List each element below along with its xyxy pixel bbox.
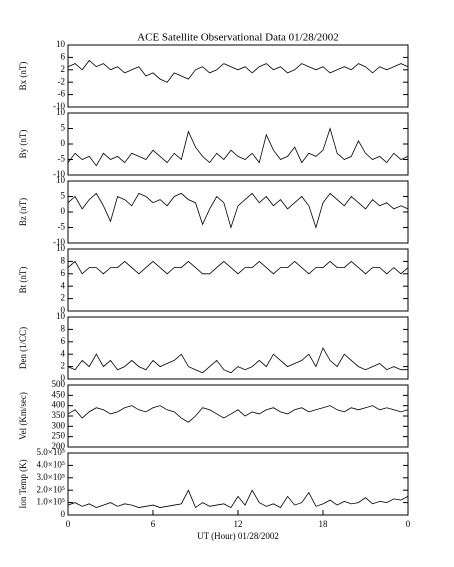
y-tick-label: 350 [52, 410, 66, 420]
y-tick-label: 0 [61, 509, 66, 519]
y-tick-label: 10 [56, 243, 66, 253]
y-tick-label: 6 [61, 268, 66, 278]
y-tick-label: -2 [58, 76, 66, 86]
y-tick-label: 10 [56, 107, 66, 117]
x-tick-label: 0 [66, 519, 71, 529]
y-tick-label: 2.0×10⁵ [37, 484, 65, 494]
y-tick-label: 450 [52, 389, 66, 399]
panel-frame [67, 384, 409, 448]
data-line [67, 59, 409, 83]
y-tick-label: 10 [56, 175, 66, 185]
data-line [67, 347, 408, 374]
y-axis-label: Bx (nT) [18, 62, 28, 91]
y-tick-label: -10 [53, 237, 65, 247]
y-tick-label: 4 [61, 280, 66, 290]
data-line [67, 489, 409, 509]
y-tick-label: 6 [61, 51, 66, 61]
y-tick-label: 5.0×10⁵ [37, 447, 65, 457]
y-axis-label: By (nT) [18, 130, 28, 159]
y-tick-label: 0 [61, 138, 66, 148]
y-tick-label: 5 [61, 123, 66, 133]
data-line [67, 192, 409, 229]
y-tick-label: 5 [61, 191, 66, 201]
y-tick-label: 8 [61, 323, 66, 333]
y-tick-label: -10 [53, 101, 65, 111]
y-tick-label: 10 [56, 39, 66, 49]
data-line [67, 127, 409, 167]
panel-frame [67, 316, 409, 380]
y-tick-label: 400 [52, 400, 66, 410]
panel-frame [67, 248, 409, 312]
y-axis-label: Bt (nT) [18, 267, 28, 294]
y-axis-label: Bz (nT) [18, 198, 28, 226]
y-tick-label: 2 [61, 293, 66, 303]
y-tick-label: 300 [52, 420, 66, 430]
y-axis-label: Den (1/CC) [18, 327, 28, 369]
y-tick-label: 4.0×10⁵ [37, 459, 65, 469]
panel-frame [67, 180, 409, 244]
y-tick-label: -10 [53, 169, 65, 179]
y-tick-label: 3.0×10⁵ [37, 472, 65, 482]
data-line [67, 405, 409, 423]
y-tick-label: 0 [61, 305, 66, 315]
y-tick-label: 6 [61, 336, 66, 346]
y-tick-label: 1.0×10⁵ [37, 497, 65, 507]
y-tick-label: 0 [61, 373, 66, 383]
y-axis-label: Vel (Km/sec) [18, 392, 28, 440]
y-tick-label: 2 [61, 361, 66, 371]
y-tick-label: -5 [58, 154, 66, 164]
chart-title: ACE Satellite Observational Data 01/28/2… [137, 32, 339, 44]
y-tick-label: 500 [52, 379, 66, 389]
x-tick-label: 18 [319, 519, 329, 529]
y-tick-label: 4 [61, 348, 66, 358]
x-tick-label: 0 [406, 519, 411, 529]
y-tick-label: 200 [52, 441, 66, 451]
y-axis-label: Ion Temp (K) [18, 459, 28, 508]
y-tick-label: 250 [52, 431, 66, 441]
y-tick-label: -6 [58, 89, 66, 99]
data-line [67, 260, 409, 275]
x-tick-label: 12 [234, 519, 243, 529]
x-tick-label: 6 [151, 519, 156, 529]
y-tick-label: 10 [56, 311, 66, 321]
y-tick-label: 2 [61, 64, 66, 74]
x-axis-label: UT (Hour) 01/28/2002 [197, 531, 279, 541]
panel-frame [67, 44, 409, 108]
y-tick-label: -5 [58, 222, 66, 232]
y-tick-label: 8 [61, 255, 66, 265]
y-tick-label: 0 [61, 206, 66, 216]
